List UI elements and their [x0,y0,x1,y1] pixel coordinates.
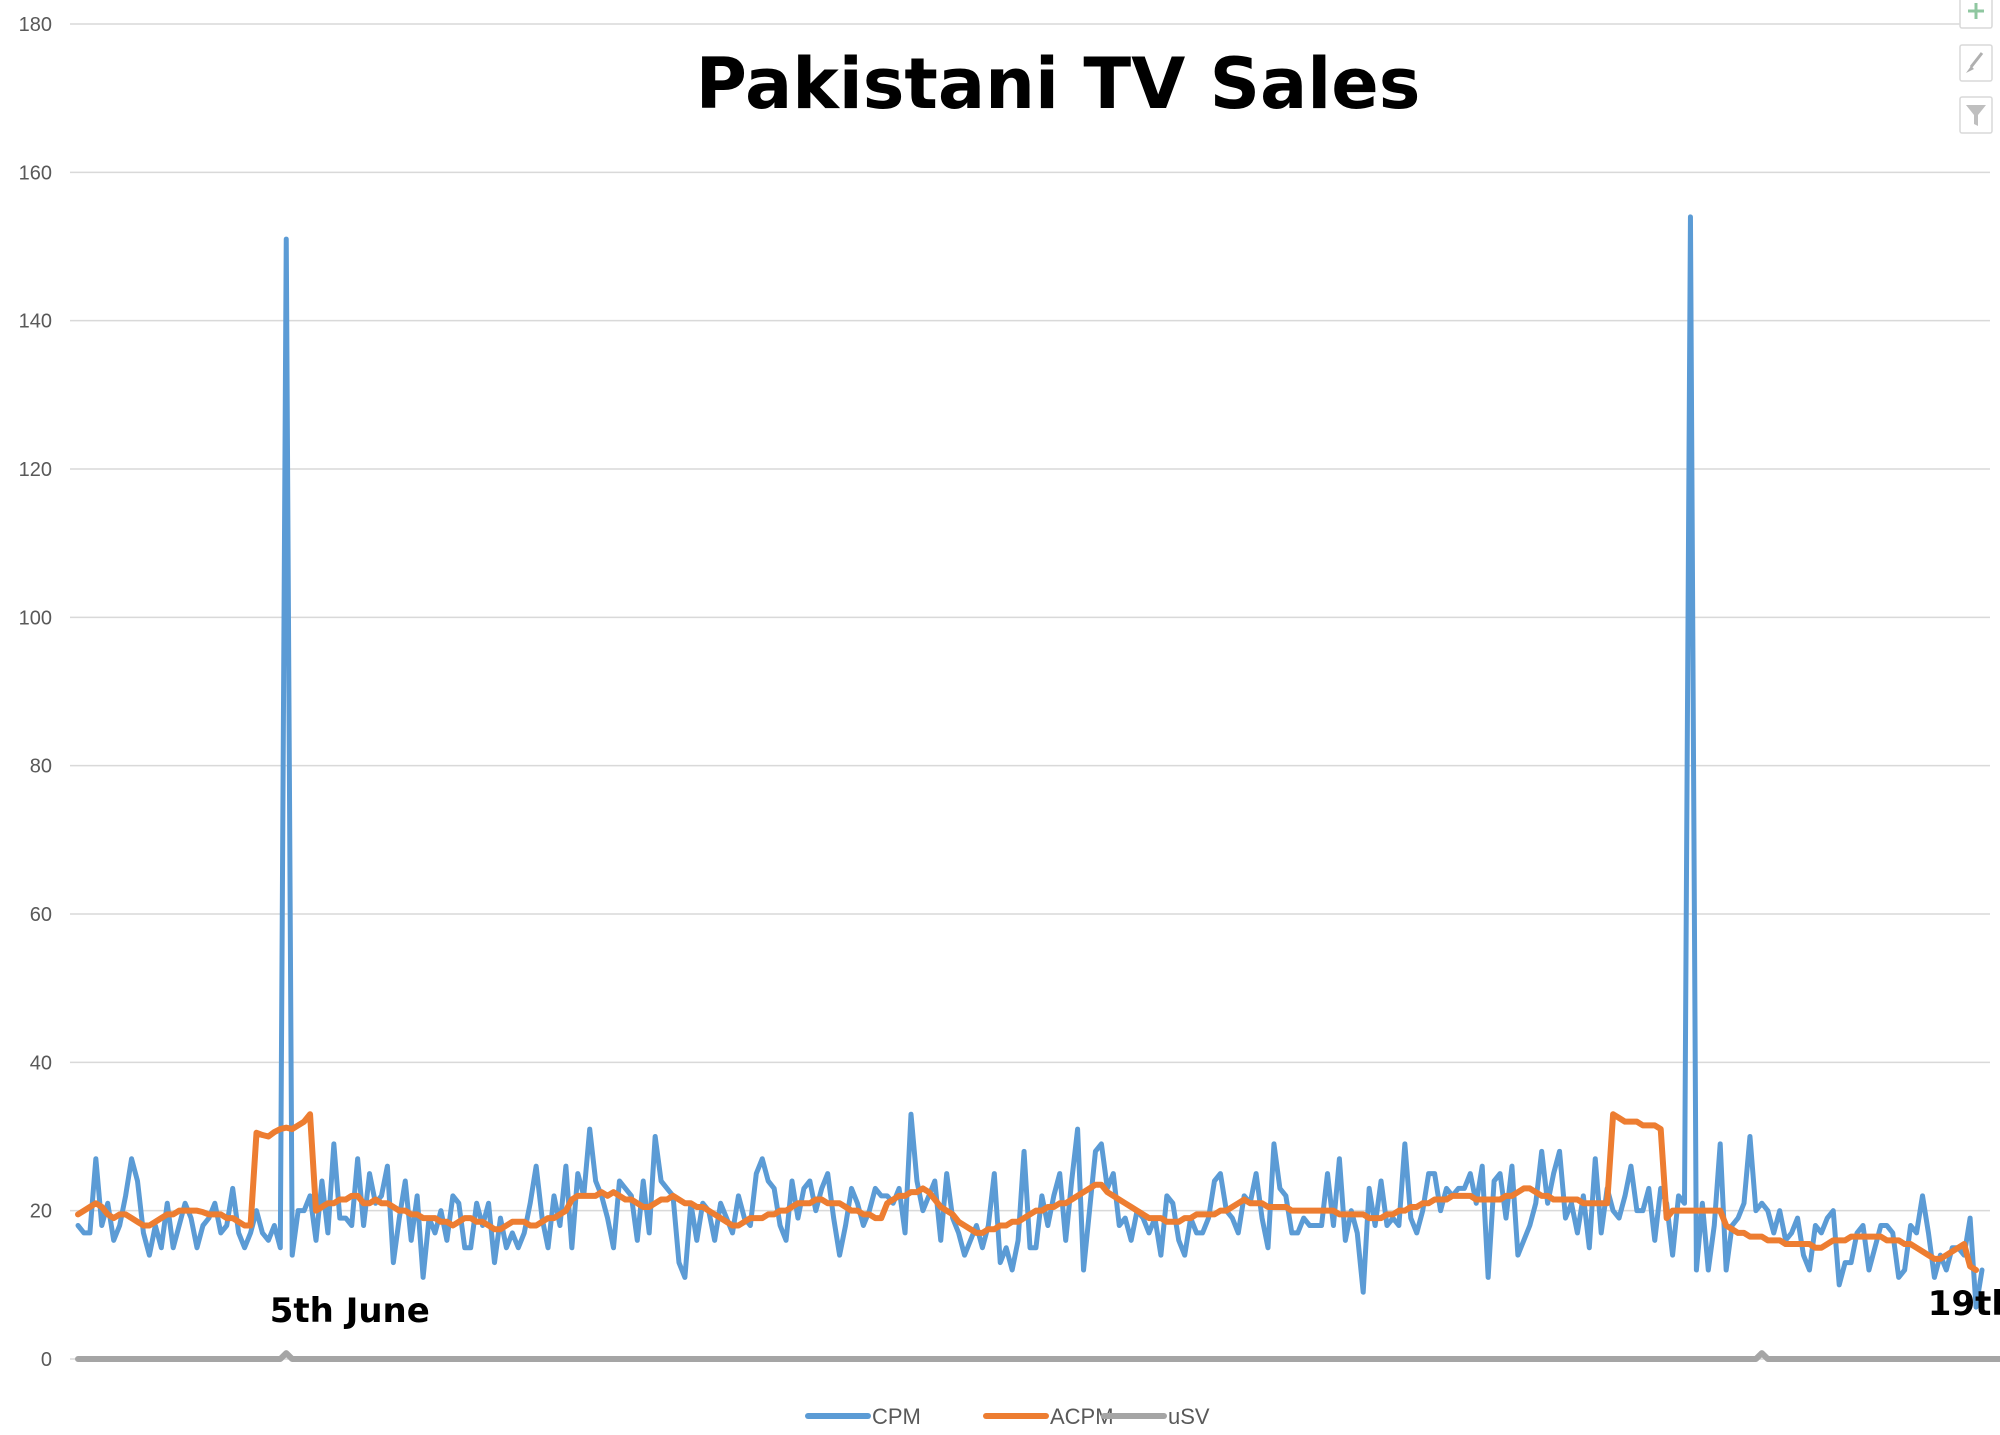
legend-item-cpm[interactable]: CPM [805,1404,921,1429]
y-tick-label: 80 [30,756,52,778]
series-line-cpm [75,214,1985,1310]
chart-styles-button[interactable] [1959,44,1993,82]
y-tick-label: 160 [19,162,52,184]
series-line-usv [75,1350,2000,1362]
series-line-acpm [75,1111,1980,1273]
chart-toolbar [1959,0,1993,134]
legend: CPM ACPM uSV [805,1404,1210,1429]
annotation-label: 19th June [1928,1284,2000,1324]
annotation-label: 5th June [270,1291,430,1331]
series-lines [75,214,2000,1362]
chart-filters-button[interactable] [1959,96,1993,134]
legend-item-acpm[interactable]: ACPM [983,1404,1114,1429]
chart-title: Pakistani TV Sales [696,43,1421,125]
y-axis-tick-labels: 0 20 40 60 80 100 120 140 160 180 [19,14,52,1371]
chart-elements-button[interactable] [1959,0,1993,29]
filter-icon [1966,105,1986,126]
y-tick-label: 140 [19,311,52,333]
y-tick-label: 60 [30,904,52,926]
y-tick-label: 180 [19,14,52,36]
plus-icon [1968,3,1984,19]
y-tick-label: 120 [19,459,52,481]
annotations: 5th June 19th June [270,1284,2000,1331]
y-tick-label: 20 [30,1201,52,1223]
legend-item-usv[interactable]: uSV [1101,1404,1210,1429]
y-tick-label: 100 [19,607,52,629]
y-tick-label: 0 [41,1349,52,1371]
legend-label: uSV [1168,1404,1210,1429]
legend-label: CPM [872,1404,921,1429]
brush-icon [1966,52,1984,73]
y-tick-label: 40 [30,1052,52,1074]
